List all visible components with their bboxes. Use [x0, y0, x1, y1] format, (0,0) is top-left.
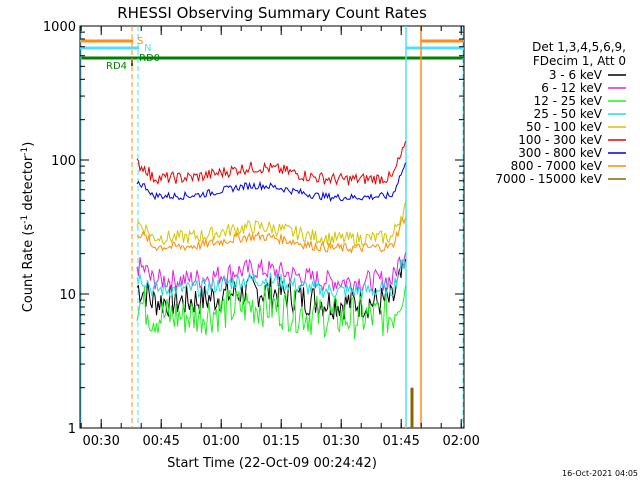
legend: Det 1,3,4,5,6,9, FDecim 1, Att 0 3 - 6 k… — [495, 40, 626, 186]
legend-label: 6 - 12 keV — [541, 81, 603, 95]
plot-frame — [79, 25, 465, 429]
legend-label: 12 - 25 keV — [534, 94, 603, 108]
series-line-2 — [136, 284, 406, 339]
y-axis-label-end: ) — [21, 142, 36, 147]
legend-label: 800 - 7000 keV — [511, 159, 603, 173]
y-axis-label-sup1: -1 — [20, 215, 30, 224]
x-tick-label: 02:00 — [442, 434, 479, 449]
series-line-7 — [136, 217, 406, 254]
legend-label: 3 - 6 keV — [549, 68, 603, 82]
x-tick-label: 01:00 — [202, 434, 239, 449]
y-axis-label-main: Count Rate (s — [21, 224, 36, 313]
flag-label-n: N — [144, 43, 151, 54]
x-tick-label: 00:45 — [142, 434, 179, 449]
timestamp: 16-Oct-2021 04:05 — [562, 469, 638, 478]
y-tick-label: 10 — [59, 288, 76, 303]
legend-label: 25 - 50 keV — [534, 107, 603, 121]
y-tick-label: 1000 — [43, 20, 76, 35]
x-tick-label: 01:45 — [382, 434, 419, 449]
x-tick-label: 01:15 — [262, 434, 299, 449]
y-axis-label-mid: detector — [21, 155, 36, 215]
legend-label: 50 - 100 keV — [526, 120, 603, 134]
legend-label: 100 - 300 keV — [518, 133, 602, 147]
legend-header-1: Det 1,3,4,5,6,9, — [532, 40, 626, 54]
chart-title: RHESSI Observing Summary Count Rates — [117, 4, 427, 22]
y-tick-label: 100 — [51, 154, 76, 169]
x-axis-label: Start Time (22-Oct-09 00:24:42) — [167, 456, 377, 471]
y-axis-label: Count Rate (s-1 detector-1) — [20, 142, 36, 313]
series-line-4 — [136, 201, 406, 247]
x-tick-label: 01:30 — [322, 434, 359, 449]
series-layer — [136, 141, 414, 428]
y-tick-label: 1 — [68, 422, 76, 437]
series-line-5 — [136, 141, 406, 186]
flag-label-s: S — [137, 36, 143, 47]
legend-header-2: FDecim 1, Att 0 — [533, 54, 626, 68]
flag-label-rd4: RD4 — [106, 61, 127, 72]
series-line-3 — [136, 259, 406, 299]
x-tick-label: 00:30 — [82, 434, 119, 449]
y-axis-label-sup2: -1 — [20, 147, 30, 156]
y-axis: 1 10 100 1000 — [43, 20, 464, 437]
legend-label: 7000 - 15000 keV — [495, 172, 602, 186]
flag-label-rd0: RD0 — [139, 53, 160, 64]
legend-label: 300 - 800 keV — [518, 146, 602, 160]
series-line-6 — [136, 162, 406, 203]
x-axis: 00:30 00:45 01:00 01:15 01:30 01:45 02:00 — [80, 26, 480, 449]
